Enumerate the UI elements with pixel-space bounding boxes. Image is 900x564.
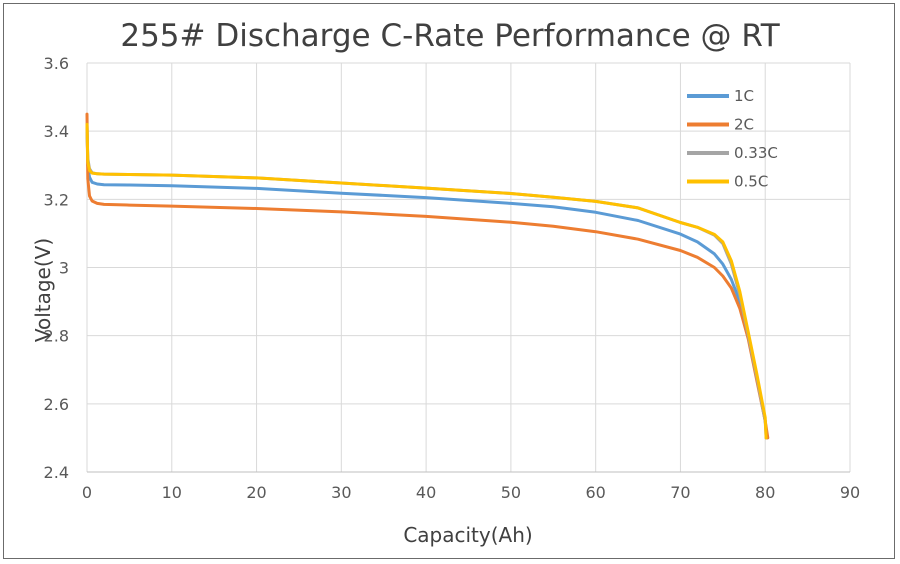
x-tick-label: 40 [416,483,436,502]
x-tick-label: 80 [755,483,775,502]
legend-label: 0.5C [734,173,768,191]
legend: 1C 2C 0.33C 0.5C [687,87,778,191]
series-line-1 [85,112,770,440]
tick-labels: 0 10 20 30 40 50 60 70 80 90 2.4 2.6 2.8 3 3.2 3.4 3.6 [44,54,861,502]
y-tick-label: 3 [59,259,69,278]
y-tick-label: 2.6 [44,395,69,414]
x-tick-label: 90 [840,483,860,502]
y-tick-label: 2.4 [44,463,69,482]
y-axis-label: Voltage(V) [31,238,55,342]
x-tick-label: 10 [162,483,182,502]
x-axis-label: Capacity(Ah) [403,523,532,547]
chart-title: 255# Discharge C-Rate Performance @ RT [120,18,780,54]
legend-label: 2C [734,116,754,134]
x-tick-label: 0 [82,483,92,502]
y-tick-label: 3.4 [44,122,69,141]
y-tick-label: 3.2 [44,190,69,209]
series-line-3 [85,122,768,440]
x-tick-label: 60 [585,483,605,502]
legend-label: 0.33C [734,144,778,162]
legend-label: 1C [734,87,754,105]
x-tick-label: 50 [501,483,521,502]
x-tick-label: 20 [246,483,266,502]
y-tick-label: 2.8 [44,327,69,346]
y-tick-label: 3.6 [44,54,69,73]
series-lines [85,112,770,440]
x-tick-label: 30 [331,483,351,502]
chart-frame [3,3,895,559]
series-line-0 [85,122,769,440]
x-tick-label: 70 [670,483,690,502]
